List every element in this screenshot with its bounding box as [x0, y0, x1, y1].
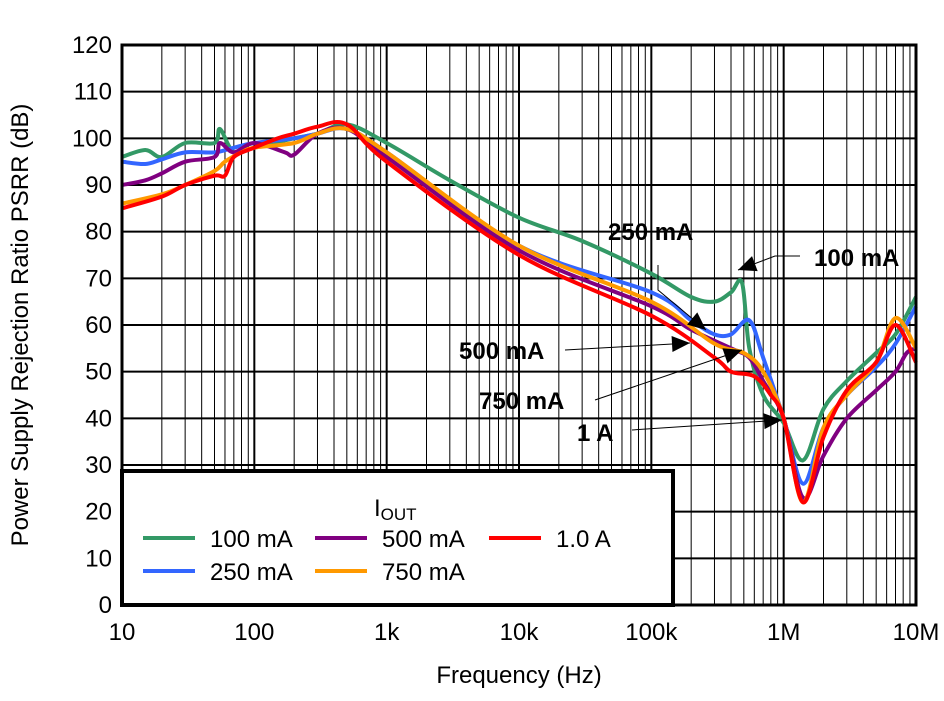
- legend-title: IOUT: [374, 495, 417, 524]
- x-tick-label: 100k: [625, 619, 678, 646]
- annotation-leader-line: [657, 265, 707, 331]
- annotation-arrowhead: [687, 312, 706, 330]
- series-line-100-ma: [121, 122, 918, 463]
- y-tick-label: 20: [85, 499, 112, 526]
- legend: IOUT 100 mA 250 mA 500 mA 750 mA 1.0 A: [120, 469, 675, 607]
- x-tick-label: 100: [234, 619, 274, 646]
- legend-label: 250 mA: [210, 559, 293, 586]
- legend-label: 500 mA: [382, 526, 465, 553]
- y-axis-label: Power Supply Rejection Ratio PSRR (dB): [7, 104, 34, 547]
- annotation-arrowhead: [722, 348, 742, 364]
- annotation-leader-line: [631, 419, 783, 431]
- x-tick-label: 10k: [500, 619, 540, 646]
- y-tick-label: 120: [72, 32, 112, 59]
- y-tick-label: 70: [85, 265, 112, 292]
- annotation-100ma: 100 mA: [814, 245, 899, 272]
- annotation-leader-line: [564, 342, 691, 351]
- y-tick-label: 40: [85, 405, 112, 432]
- annotation-250ma: 250 mA: [608, 219, 693, 246]
- x-tick-label: 1k: [374, 619, 400, 646]
- y-tick-label: 50: [85, 359, 112, 386]
- x-axis-label: Frequency (Hz): [436, 662, 601, 689]
- legend-label: 750 mA: [382, 559, 465, 586]
- y-tick-label: 80: [85, 219, 112, 246]
- annotation-arrowhead: [763, 413, 782, 430]
- series-line-1-0-a: [121, 120, 918, 505]
- y-tick-label: 60: [85, 312, 112, 339]
- tick-labels: 10 100 1k 10k 100k 1M 10M010203040506070809010…: [72, 32, 939, 646]
- annotation-arrowhead: [671, 336, 690, 352]
- legend-label: 1.0 A: [556, 526, 611, 553]
- x-tick-label: 1M: [767, 619, 800, 646]
- x-tick-label: 10M: [893, 619, 940, 646]
- y-tick-label: 90: [85, 172, 112, 199]
- y-tick-label: 0: [99, 592, 112, 619]
- annotations: 250 mA 100 mA 500 mA 750 mA 1 A: [459, 219, 899, 447]
- plot-frame: [120, 43, 918, 607]
- annotation-leader-line: [594, 349, 743, 401]
- y-tick-label: 10: [85, 545, 112, 572]
- y-tick-label: 30: [85, 452, 112, 479]
- legend-box: [120, 469, 675, 607]
- series-line-750-ma: [121, 126, 918, 505]
- annotation-500ma: 500 mA: [459, 338, 544, 365]
- x-tick-label: 10: [109, 619, 136, 646]
- y-tick-label: 110: [74, 79, 112, 106]
- annotation-750ma: 750 mA: [479, 388, 564, 415]
- annotation-1a: 1 A: [577, 420, 613, 447]
- y-tick-label: 100: [72, 125, 112, 152]
- legend-label: 100 mA: [210, 526, 293, 553]
- series-line-500-ma: [121, 125, 917, 501]
- annotation-arrowhead: [738, 256, 758, 272]
- series-lines: [121, 120, 918, 505]
